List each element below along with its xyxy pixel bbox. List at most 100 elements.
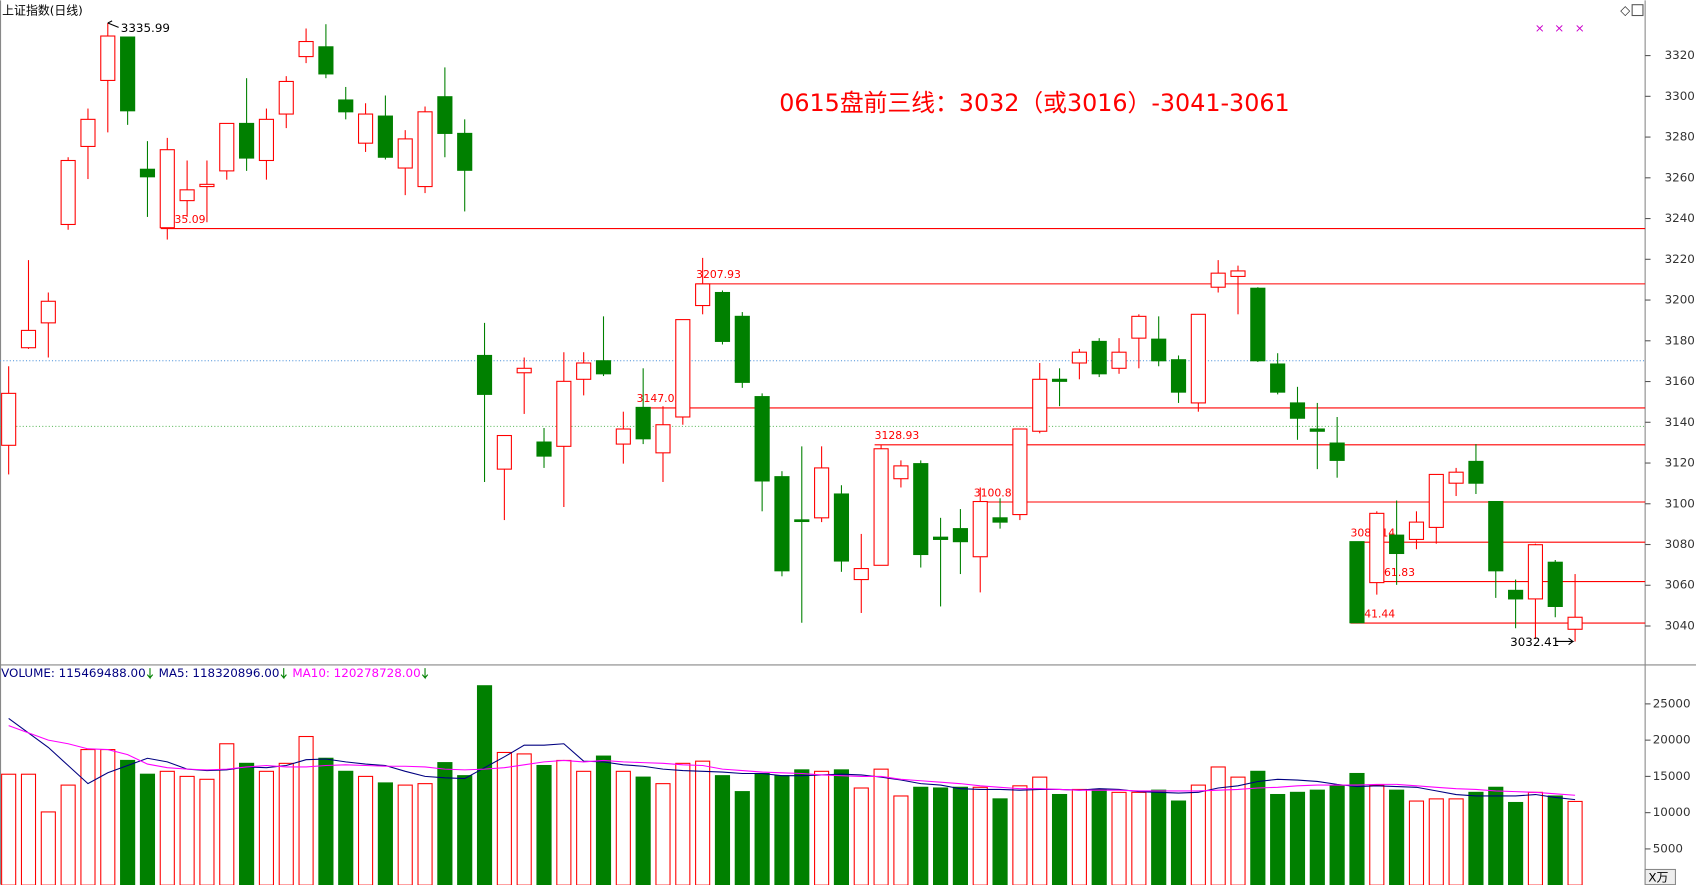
candle-body [556,380,572,447]
volume-bar [794,769,810,885]
volume-bar [1329,785,1345,885]
volume-bar [80,749,96,885]
volume-bar [1091,788,1107,885]
volume-bar [1408,800,1425,885]
volume-bar [139,773,156,885]
candle-body [1012,428,1028,516]
candle-body [933,536,949,540]
volume-bar [1428,798,1444,885]
candle-body [199,183,215,188]
volume-bar [1488,786,1504,885]
volume-bar [893,795,909,885]
volume-bar [1309,789,1325,885]
candle-body [714,291,731,342]
candle-body [814,467,830,519]
volume-bar [199,778,215,885]
candle-body [595,360,612,375]
volume-bar [576,770,592,885]
high-label: 3335.99 [121,21,170,35]
candle-body [258,118,275,162]
candle-body [239,122,255,159]
candle-body [873,448,889,566]
volume-bar [1369,784,1385,885]
volume-bar [1051,793,1068,885]
y-tick-label: 3320 [1665,48,1695,62]
y-tick-label: 3280 [1665,130,1695,144]
candle-body [40,300,56,324]
icon[interactable] [1631,4,1644,17]
candle-body [338,99,354,113]
y-tick-label: 3040 [1665,619,1695,633]
reference-label: 3100.86 [974,486,1019,499]
y-tick-label: 20000 [1653,733,1691,747]
volume-bar [1270,793,1286,885]
icon[interactable]: ◇ [1620,4,1630,19]
candle-body [476,354,493,395]
legend-arrow [146,668,154,680]
marker: × [1535,21,1545,35]
candle-body [1111,351,1127,369]
volume-bar [675,762,691,885]
volume-bar [992,798,1008,885]
candle-body [695,283,711,307]
volume-bar [536,764,552,885]
candle-body [615,428,631,445]
volume-bar [516,753,532,885]
chart-title: 上证指数(日线) [2,4,83,18]
volume-bar [814,770,830,885]
candle-body [179,189,195,202]
candle-body [417,111,433,188]
pointer [107,20,119,28]
y-tick-label: 3100 [1665,496,1695,510]
candle-body [794,519,810,523]
volume-bar [1151,789,1167,885]
volume-bar [1012,785,1028,885]
candle-body [1369,512,1385,584]
volume-bar [457,775,473,885]
volume-bar [655,783,671,885]
candle-body [734,315,750,383]
candle-body [120,36,136,112]
y-tick-label: 3200 [1665,293,1695,307]
low-label: 3032.41 [1510,635,1559,649]
volume-bar [1508,801,1524,885]
volume-bar [120,759,136,885]
candle-body [60,159,76,226]
volume-bar [635,776,651,885]
volume-bar [913,786,929,885]
candle-body [774,476,790,572]
candle-body [1131,315,1147,339]
pointer [1555,637,1575,646]
candle-body [1289,402,1306,419]
candle-body [318,46,334,75]
y-tick-label: 5000 [1653,841,1683,855]
candle-body [1527,544,1544,600]
volume-bar [1230,776,1246,885]
candle-body [1408,521,1425,540]
volume-bar [833,769,850,885]
ma-line [8,717,1576,801]
y-tick-label: 3300 [1665,89,1695,103]
volume-bar [714,775,731,885]
candle-body [1190,313,1206,404]
volume-bar [972,786,988,885]
candle-body [1349,541,1365,624]
volume-bar [20,773,37,885]
volume-bar [318,757,334,885]
candle-body [1170,359,1187,393]
candle-body [219,122,235,172]
y-tick-label: 3120 [1665,456,1695,470]
candle-body [278,80,294,115]
candle-body [1547,561,1563,607]
candle-body [1309,428,1325,432]
volume-bar [397,784,413,885]
candle-body [1210,272,1226,288]
volume-bar [1210,766,1226,885]
candle-body [1567,616,1583,630]
candle-body [1448,471,1464,484]
volume-bar [1448,798,1464,885]
candle-body [1032,378,1048,432]
volume-bar [1,773,17,885]
candle-body [1270,363,1286,393]
